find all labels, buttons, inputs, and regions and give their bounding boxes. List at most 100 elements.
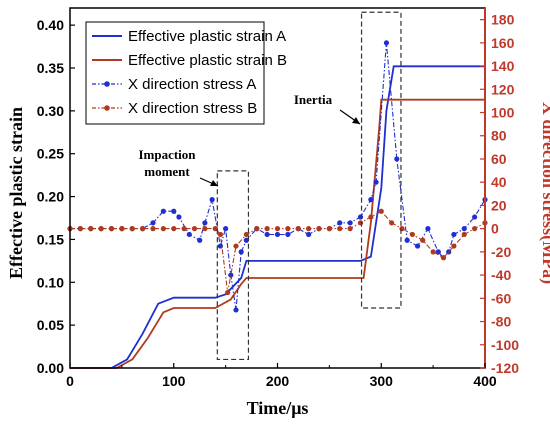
data-point: [243, 237, 249, 243]
data-point: [238, 249, 244, 255]
series-line: [70, 210, 486, 293]
data-point: [212, 226, 218, 232]
axes: 0 100 200 300 4000.000.050.100.150.200.250.3…: [37, 8, 519, 389]
data-point: [451, 243, 457, 249]
data-point: [451, 231, 457, 238]
data-point: [160, 208, 166, 214]
y-left-tick-label: 0.10: [37, 274, 64, 290]
data-point: [119, 226, 125, 232]
legend: Effective plastic strain A Effective plas…: [85, 21, 287, 125]
y-right-tick-label: 180: [491, 12, 515, 28]
y-right-tick-label: 20: [491, 197, 507, 213]
data-point: [414, 243, 421, 249]
data-point: [264, 231, 270, 238]
data-point: [186, 231, 192, 238]
data-point: [357, 220, 364, 226]
data-point: [160, 226, 166, 232]
data-point: [209, 197, 215, 203]
y-right-tick-label: 0: [491, 221, 499, 237]
series-layer: [67, 40, 488, 369]
data-point: [171, 226, 177, 232]
y-left-axis-title: Effective plastic strain: [6, 107, 26, 279]
data-point: [368, 197, 374, 203]
data-point: [197, 237, 203, 243]
data-point: [357, 214, 364, 220]
data-point: [202, 226, 208, 232]
data-point: [435, 249, 441, 255]
data-point: [461, 231, 467, 238]
impaction-box: [216, 170, 250, 361]
data-point: [254, 226, 260, 232]
x-tick-label: 300: [370, 373, 394, 389]
data-point: [337, 220, 343, 226]
y-right-tick-label: -120: [491, 360, 519, 376]
y-left-tick-label: 0.05: [37, 317, 64, 333]
data-point: [243, 231, 249, 238]
x-tick-label: 0: [66, 373, 74, 389]
legend-marker: [104, 105, 110, 111]
data-point: [285, 231, 291, 238]
y-right-tick-label: 60: [491, 151, 507, 167]
legend-label: Effective plastic strain B: [128, 52, 287, 69]
data-point: [176, 214, 182, 220]
data-point: [373, 179, 379, 185]
inertia-label: Inertia: [294, 92, 333, 107]
data-point: [461, 226, 467, 232]
y-left-tick-label: 0.30: [37, 103, 64, 119]
data-point: [191, 226, 198, 232]
inertia-box: [360, 11, 402, 309]
y-right-tick-label: 160: [491, 35, 515, 51]
data-point: [472, 214, 478, 220]
data-point: [274, 231, 281, 238]
data-point: [430, 249, 436, 255]
data-point: [285, 226, 291, 232]
data-point: [389, 220, 395, 226]
data-point: [347, 226, 353, 232]
x-axis-title: Time/μs: [247, 398, 309, 418]
data-point: [264, 226, 270, 232]
data-point: [233, 307, 239, 313]
impaction-arrowhead: [210, 180, 218, 186]
data-point: [295, 226, 301, 232]
data-point: [88, 226, 94, 232]
y-right-tick-label: 140: [491, 58, 515, 74]
data-point: [223, 226, 229, 232]
y-right-tick-label: -100: [491, 337, 519, 353]
y-right-tick-label: -80: [491, 314, 511, 330]
y-left-tick-label: 0.40: [37, 17, 64, 33]
data-point: [225, 289, 231, 296]
y-right-tick-label: 120: [491, 81, 515, 97]
data-point: [217, 243, 224, 249]
data-point: [228, 272, 234, 278]
legend-label: Effective plastic strain A: [128, 28, 286, 45]
y-left-tick-label: 0.20: [37, 189, 64, 205]
legend-box: [85, 21, 265, 125]
data-point: [394, 156, 400, 162]
data-point: [383, 40, 390, 46]
y-right-tick-label: -60: [491, 290, 511, 306]
y-left-tick-label: 0.00: [37, 360, 64, 376]
data-point: [129, 226, 135, 232]
data-point: [233, 243, 239, 249]
y-left-tick-label: 0.25: [37, 146, 64, 162]
legend-marker: [104, 81, 110, 87]
inertia-arrowhead: [352, 117, 360, 124]
y-right-tick-label: 80: [491, 128, 507, 144]
data-point: [150, 226, 156, 232]
data-point: [368, 214, 374, 220]
data-point: [404, 237, 410, 243]
data-point: [217, 231, 224, 238]
data-point: [326, 226, 332, 232]
legend-label: X direction stress A: [128, 76, 256, 93]
data-point: [425, 226, 431, 232]
y-right-tick-label: -20: [491, 244, 511, 260]
data-point: [440, 255, 447, 261]
impaction-label: moment: [144, 164, 190, 179]
x-tick-label: 400: [473, 373, 497, 389]
y-right-axis-title: X direction stress(MPa): [538, 102, 550, 284]
y-right-tick-label: 100: [491, 105, 515, 121]
data-point: [378, 208, 384, 214]
y-left-tick-label: 0.35: [37, 60, 64, 76]
data-point: [140, 226, 146, 232]
